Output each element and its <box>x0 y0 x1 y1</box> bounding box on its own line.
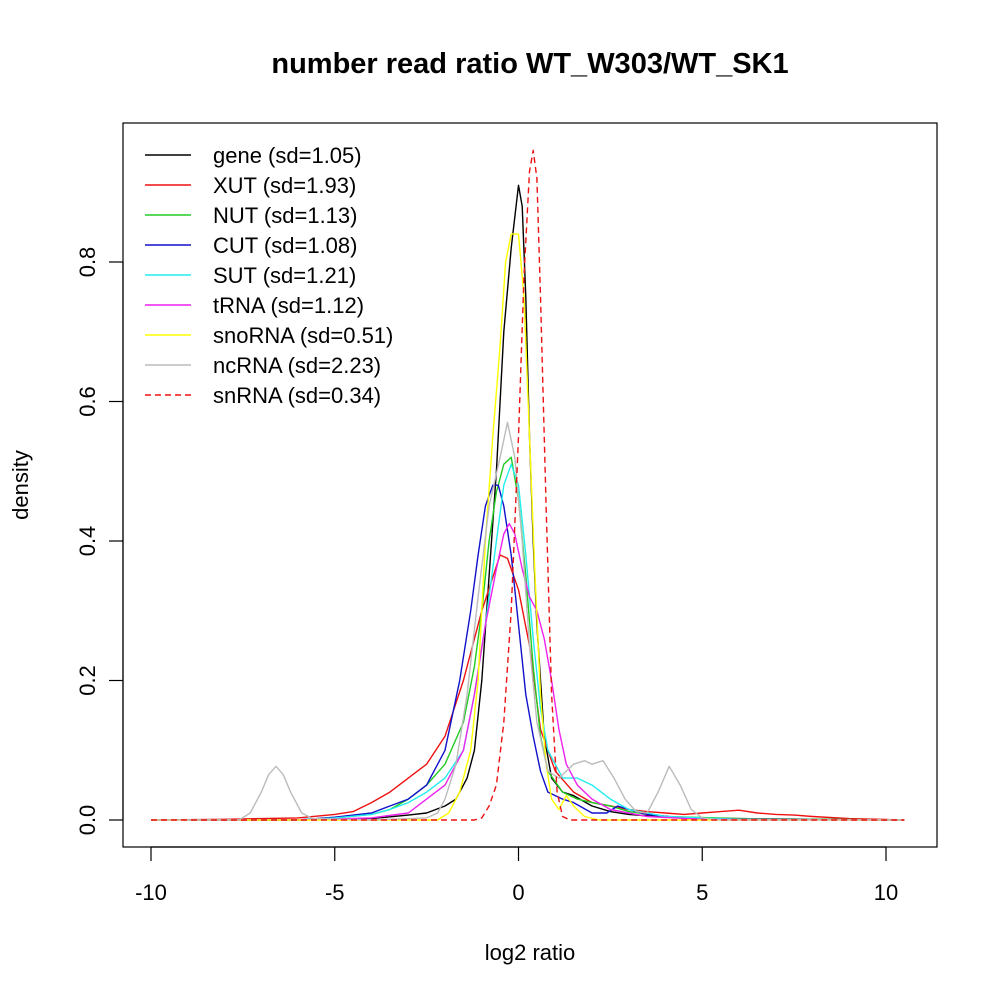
x-axis: -10 -5 0 5 10 <box>135 846 898 905</box>
x-tick-label: 5 <box>696 880 708 905</box>
y-axis-label: density <box>8 450 33 520</box>
legend-label: ncRNA (sd=2.23) <box>213 353 381 378</box>
legend-label: NUT (sd=1.13) <box>213 203 357 228</box>
plot-frame <box>122 122 938 848</box>
series-line-snrna <box>151 149 905 821</box>
legend-label: XUT (sd=1.93) <box>213 173 356 198</box>
x-tick-label: 0 <box>512 880 524 905</box>
y-tick-label: 0.0 <box>75 805 100 836</box>
y-tick-label: 0.8 <box>75 247 100 278</box>
series-line-gene <box>187 184 905 821</box>
x-tick-label: -10 <box>135 880 167 905</box>
series-line-ncrna <box>151 421 905 821</box>
x-tick-label: 10 <box>874 880 898 905</box>
y-tick-label: 0.6 <box>75 386 100 417</box>
series-line-cut <box>187 484 905 821</box>
chart-title: number read ratio WT_W303/WT_SK1 <box>271 48 788 80</box>
x-tick-label: -5 <box>325 880 345 905</box>
series-layer <box>150 149 905 821</box>
y-tick-label: 0.2 <box>75 665 100 696</box>
y-axis: 0.0 0.2 0.4 0.6 0.8 <box>75 247 124 836</box>
legend-label: SUT (sd=1.21) <box>213 263 356 288</box>
legend-label: snRNA (sd=0.34) <box>213 383 381 408</box>
series-line-trna <box>187 522 905 821</box>
y-tick-label: 0.4 <box>75 526 100 557</box>
x-axis-label: log2 ratio <box>485 940 576 965</box>
legend-label: gene (sd=1.05) <box>213 143 362 168</box>
legend-label: snoRNA (sd=0.51) <box>213 323 393 348</box>
legend-label: CUT (sd=1.08) <box>213 233 357 258</box>
series-line-sut <box>187 463 905 821</box>
series-line-snorna <box>151 233 905 821</box>
legend: gene (sd=1.05) XUT (sd=1.93) NUT (sd=1.13)… <box>145 143 393 408</box>
legend-label: tRNA (sd=1.12) <box>213 293 364 318</box>
